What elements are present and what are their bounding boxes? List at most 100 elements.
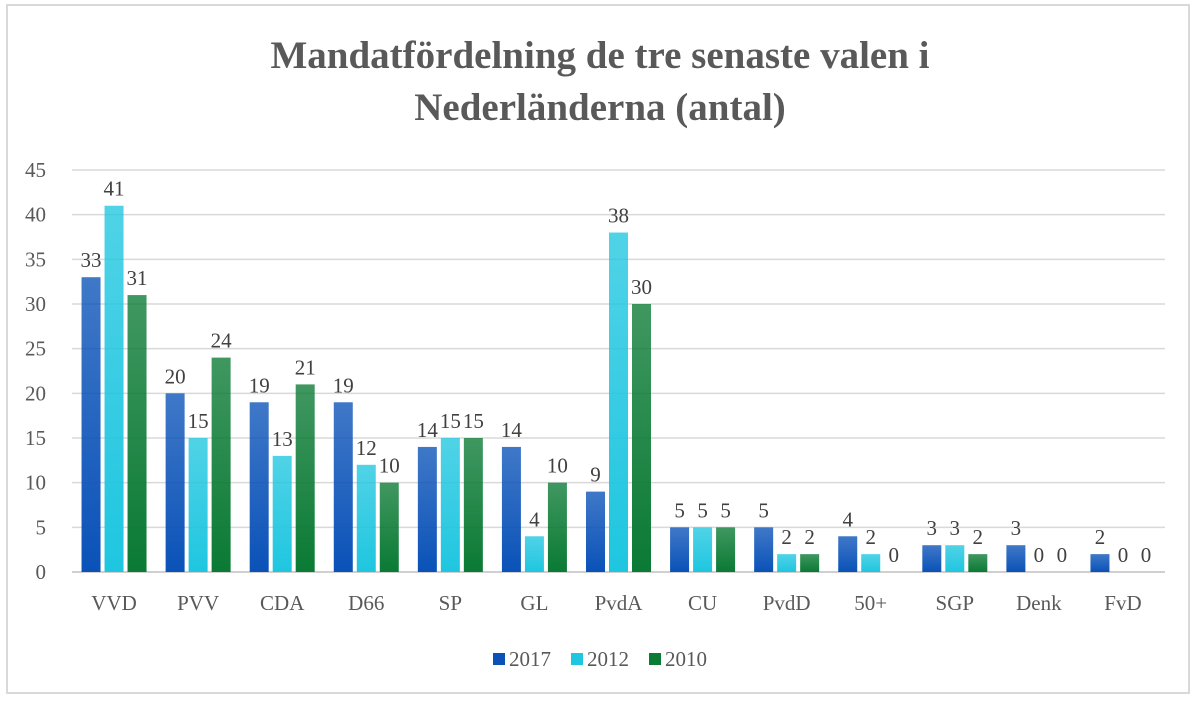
data-label: 31 <box>127 266 148 290</box>
data-label: 5 <box>697 498 708 522</box>
bar-2012-50+ <box>861 554 881 572</box>
x-tick-label: PVV <box>177 591 219 615</box>
data-label: 15 <box>440 409 461 433</box>
bar-2010-PvdA <box>632 304 651 572</box>
data-label: 38 <box>608 204 629 228</box>
legend-item-2012: 2012 <box>571 647 629 672</box>
bar-2010-SP <box>463 438 483 572</box>
data-label: 2 <box>1095 525 1106 549</box>
data-label: 5 <box>758 498 769 522</box>
bar-2017-PvdA <box>586 491 605 572</box>
data-label: 0 <box>1034 543 1045 567</box>
bar-2012-D66 <box>356 464 376 572</box>
x-tick-label: PvdA <box>595 591 644 615</box>
legend-swatch <box>649 653 661 665</box>
bar-2017-SP <box>417 446 437 572</box>
x-tick-label: FvD <box>1104 591 1141 615</box>
data-label: 5 <box>674 498 685 522</box>
bar-2017-PvdD <box>754 527 774 572</box>
bar-2010-GL <box>547 482 567 572</box>
x-tick-label: GL <box>520 591 548 615</box>
y-axis: 0 5 10 15 20 25 30 35 40 45 <box>25 158 46 584</box>
x-tick-label: D66 <box>348 591 384 615</box>
bar-2012-SP <box>440 438 460 572</box>
bar-2017-CDA <box>249 402 269 572</box>
legend-label: 2017 <box>509 646 551 671</box>
x-tick-label: SGP <box>936 591 975 615</box>
bars <box>81 205 1110 573</box>
y-tick-label: 15 <box>25 426 46 450</box>
data-label: 33 <box>81 248 102 272</box>
y-tick-label: 30 <box>25 292 46 316</box>
bar-2012-GL <box>524 536 544 572</box>
bar-2017-SGP <box>922 545 942 572</box>
legend-label: 2012 <box>587 646 629 671</box>
data-label: 9 <box>590 463 601 487</box>
bar-2010-SGP <box>968 554 988 572</box>
data-label: 30 <box>631 275 652 299</box>
y-tick-label: 45 <box>25 158 46 182</box>
data-label: 3 <box>927 516 938 540</box>
data-label: 3 <box>1011 516 1022 540</box>
legend-item-2010: 2010 <box>649 647 707 672</box>
data-label: 0 <box>1118 543 1129 567</box>
bar-2017-Denk <box>1006 545 1026 572</box>
data-label: 14 <box>417 418 439 442</box>
data-label: 0 <box>1141 543 1152 567</box>
bar-2012-CDA <box>272 455 292 572</box>
data-label: 15 <box>463 409 484 433</box>
bar-2010-VVD <box>127 295 147 572</box>
data-label: 20 <box>165 364 186 388</box>
x-tick-label: VVD <box>91 591 137 615</box>
chart-title-line-2: Nederländerna (antal) <box>414 86 786 129</box>
data-label: 4 <box>529 507 540 531</box>
data-label: 19 <box>249 373 270 397</box>
y-tick-label: 20 <box>25 381 46 405</box>
data-label: 10 <box>547 454 568 478</box>
data-label: 0 <box>1057 543 1068 567</box>
x-tick-label: CDA <box>260 591 305 615</box>
bar-2010-PvdD <box>800 554 820 572</box>
data-label: 13 <box>272 427 293 451</box>
bar-2017-VVD <box>81 277 101 572</box>
bar-2017-PVV <box>165 393 185 572</box>
bar-2017-GL <box>501 446 521 572</box>
data-label: 0 <box>888 543 899 567</box>
data-label: 19 <box>333 373 354 397</box>
data-label: 2 <box>781 525 792 549</box>
legend-swatch <box>571 653 583 665</box>
data-label: 2 <box>804 525 815 549</box>
bar-2010-PVV <box>211 357 231 572</box>
bar-2017-FvD <box>1090 554 1110 572</box>
data-label: 14 <box>501 418 523 442</box>
data-label: 4 <box>842 507 853 531</box>
x-tick-label: 50+ <box>854 591 887 615</box>
data-label: 5 <box>720 498 731 522</box>
bar-2010-D66 <box>379 482 399 572</box>
data-label: 41 <box>104 177 125 201</box>
legend-item-2017: 2017 <box>493 647 551 672</box>
bar-2012-PVV <box>188 438 208 572</box>
legend-swatch <box>493 653 505 665</box>
bar-2017-D66 <box>333 402 353 572</box>
data-label: 2 <box>865 525 876 549</box>
y-tick-label: 25 <box>25 337 46 361</box>
bar-2017-CU <box>670 527 690 572</box>
bar-2012-CU <box>693 527 713 572</box>
data-label: 2 <box>973 525 984 549</box>
bar-2010-CDA <box>295 384 315 572</box>
data-label: 21 <box>295 355 316 379</box>
data-label: 24 <box>211 329 233 353</box>
bar-2012-SGP <box>945 545 965 572</box>
x-tick-label: Denk <box>1016 591 1062 615</box>
data-label: 12 <box>356 436 377 460</box>
y-tick-label: 5 <box>36 515 47 539</box>
legend: 2017 2012 2010 <box>0 646 1200 672</box>
chart-title-line-1: Mandatfördelning de tre senaste valen i <box>270 34 930 77</box>
legend-label: 2010 <box>665 646 707 671</box>
x-tick-label: SP <box>439 591 462 615</box>
y-tick-label: 40 <box>25 203 46 227</box>
y-tick-label: 0 <box>36 560 47 584</box>
